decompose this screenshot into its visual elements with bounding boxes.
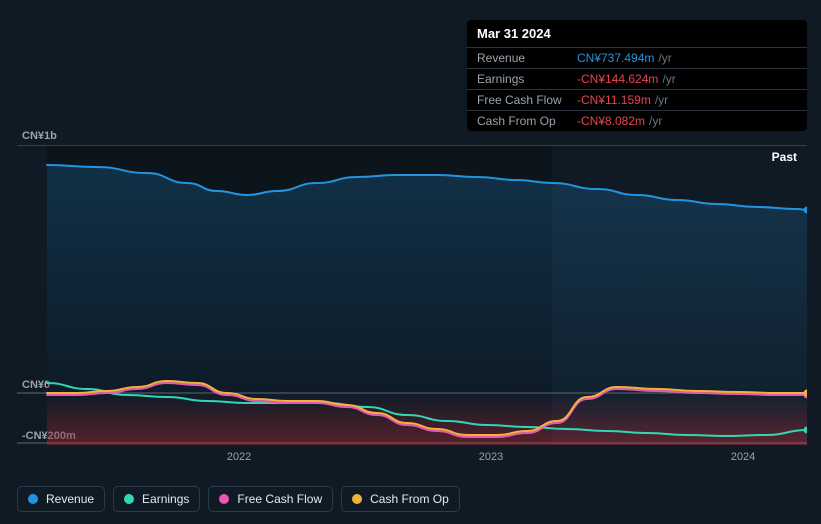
chart-tooltip: Mar 31 2024 RevenueCN¥737.494m/yrEarning… [467,20,807,131]
chart-legend: Revenue Earnings Free Cash Flow Cash From O… [17,486,460,512]
earnings-revenue-chart [17,145,807,445]
tooltip-unit: /yr [662,72,675,86]
y-axis-label: CN¥1b [22,130,57,142]
x-axis-tick: 2024 [731,451,755,463]
tooltip-unit: /yr [658,51,671,65]
tooltip-unit: /yr [649,114,662,128]
tooltip-row: RevenueCN¥737.494m/yr [467,47,807,68]
tooltip-date: Mar 31 2024 [467,26,807,47]
legend-label: Free Cash Flow [237,492,322,506]
tooltip-value: -CN¥8.082m [577,114,645,128]
legend-swatch-icon [219,494,229,504]
tooltip-value: CN¥737.494m [577,51,654,65]
x-axis-tick: 2023 [479,451,503,463]
legend-label: Cash From Op [370,492,449,506]
legend-swatch-icon [124,494,134,504]
legend-swatch-icon [28,494,38,504]
tooltip-label: Cash From Op [477,114,577,128]
chart-canvas [17,145,807,445]
tooltip-row: Free Cash Flow-CN¥11.159m/yr [467,89,807,110]
legend-item[interactable]: Earnings [113,486,200,512]
tooltip-value: -CN¥144.624m [577,72,658,86]
tooltip-unit: /yr [655,93,668,107]
x-axis-tick: 2022 [227,451,251,463]
tooltip-row: Earnings-CN¥144.624m/yr [467,68,807,89]
legend-label: Earnings [142,492,189,506]
legend-label: Revenue [46,492,94,506]
tooltip-label: Revenue [477,51,577,65]
legend-item[interactable]: Free Cash Flow [208,486,333,512]
legend-swatch-icon [352,494,362,504]
tooltip-label: Free Cash Flow [477,93,577,107]
tooltip-row: Cash From Op-CN¥8.082m/yr [467,110,807,131]
tooltip-value: -CN¥11.159m [577,93,651,107]
tooltip-label: Earnings [477,72,577,86]
legend-item[interactable]: Revenue [17,486,105,512]
legend-item[interactable]: Cash From Op [341,486,460,512]
